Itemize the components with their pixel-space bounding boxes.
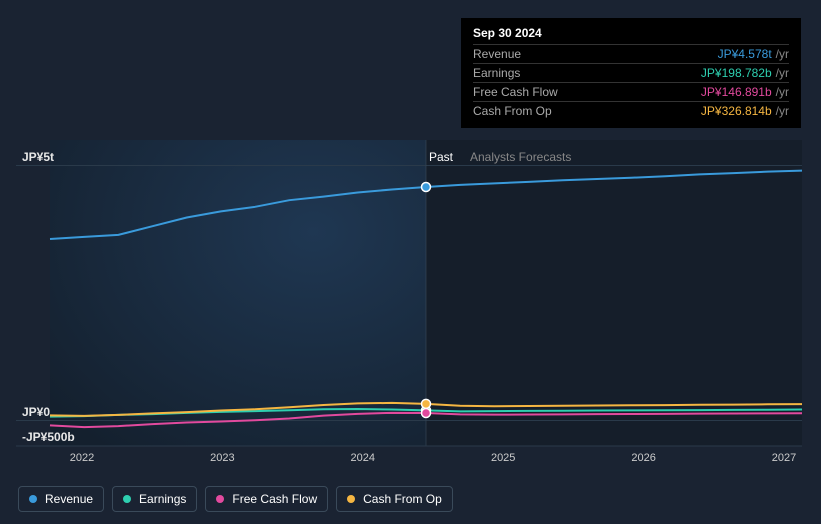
tooltip-unit: /yr [776,66,789,80]
tooltip-unit: /yr [776,85,789,99]
y-tick-label: JP¥0 [22,405,50,419]
legend-dot-icon [347,495,355,503]
legend-dot-icon [123,495,131,503]
x-tick-label: 2026 [631,452,655,464]
tooltip-row: Free Cash Flow JP¥146.891b/yr [473,82,789,101]
tooltip-metric-label: Free Cash Flow [473,85,558,99]
tooltip-metric-value: JP¥146.891b [701,85,772,99]
past-label: Past [429,150,453,164]
x-tick-label: 2022 [70,452,94,464]
tooltip-date: Sep 30 2024 [473,26,789,40]
tooltip-row: Revenue JP¥4.578t/yr [473,44,789,63]
financial-chart: JP¥5t JP¥0 -JP¥500b 2022 2023 2024 2025 2026 20… [0,0,821,524]
x-tick-label: 2023 [210,452,234,464]
chart-legend: Revenue Earnings Free Cash Flow Cash From O… [18,486,453,512]
legend-label: Earnings [139,492,186,506]
tooltip-row: Earnings JP¥198.782b/yr [473,63,789,82]
tooltip-metric-value: JP¥4.578t [718,47,772,61]
y-tick-label: -JP¥500b [22,430,75,444]
tooltip-metric-label: Revenue [473,47,521,61]
tooltip-unit: /yr [776,47,789,61]
tooltip-metric-label: Earnings [473,66,520,80]
legend-dot-icon [29,495,37,503]
legend-dot-icon [216,495,224,503]
tooltip-unit: /yr [776,104,789,118]
tooltip-metric-value: JP¥198.782b [701,66,772,80]
tooltip-row: Cash From Op JP¥326.814b/yr [473,101,789,120]
chart-tooltip: Sep 30 2024 Revenue JP¥4.578t/yr Earnings J… [461,18,801,128]
y-tick-label: JP¥5t [22,150,54,164]
x-tick-label: 2025 [491,452,515,464]
legend-item[interactable]: Free Cash Flow [205,486,328,512]
legend-label: Free Cash Flow [232,492,317,506]
tooltip-metric-value: JP¥326.814b [701,104,772,118]
legend-label: Cash From Op [363,492,442,506]
legend-item[interactable]: Earnings [112,486,197,512]
x-tick-label: 2024 [351,452,375,464]
x-tick-label: 2027 [772,452,796,464]
forecast-label: Analysts Forecasts [470,150,571,164]
legend-item[interactable]: Revenue [18,486,104,512]
tooltip-metric-label: Cash From Op [473,104,552,118]
legend-label: Revenue [45,492,93,506]
legend-item[interactable]: Cash From Op [336,486,453,512]
